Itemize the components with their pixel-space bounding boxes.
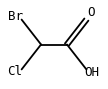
Text: OH: OH (84, 66, 99, 79)
Text: Br: Br (8, 10, 23, 23)
Text: O: O (87, 6, 94, 19)
Text: Cl: Cl (8, 65, 23, 78)
